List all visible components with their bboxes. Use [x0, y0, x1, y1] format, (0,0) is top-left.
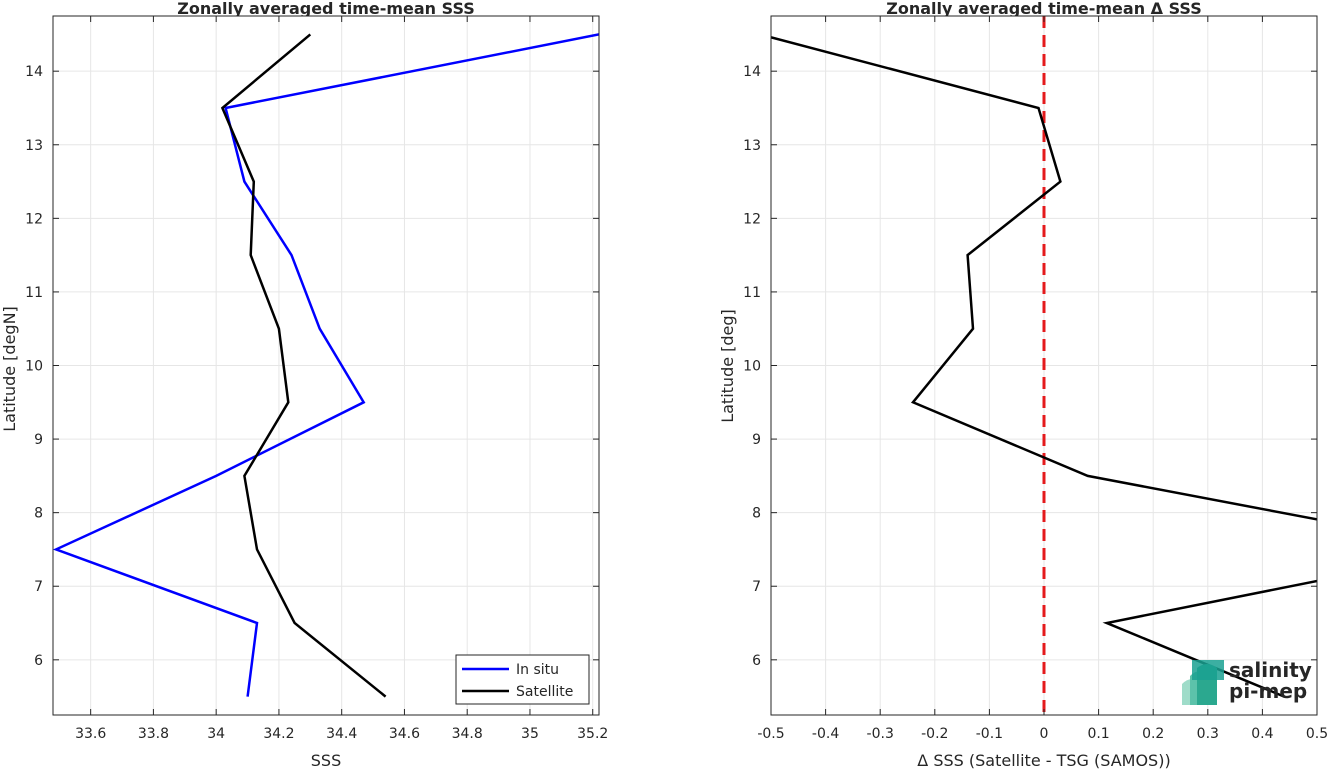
- x-tick-label: -0.1: [976, 726, 1003, 742]
- x-tick-label: 0.5: [1306, 726, 1328, 742]
- x-tick-label: 35: [521, 726, 539, 742]
- series-line-in-situ: [53, 33, 599, 697]
- left-chart-title: Zonally averaged time-mean SSS: [177, 0, 475, 18]
- salinity-pi-mep-logo: salinity pi-mep: [1182, 658, 1312, 705]
- x-tick-label: 0.4: [1251, 726, 1273, 742]
- right-x-axis-label: Δ SSS (Satellite - TSG (SAMOS)): [917, 751, 1170, 769]
- y-tick-label: 7: [34, 579, 43, 595]
- logo-wave-icon: [1182, 660, 1224, 705]
- y-tick-label: 8: [34, 506, 43, 522]
- y-tick-label: 8: [752, 506, 761, 522]
- left-y-axis-label: Latitude [degN]: [0, 306, 19, 432]
- y-tick-label: 10: [25, 359, 43, 375]
- y-tick-label: 12: [743, 211, 761, 227]
- y-tick-label: 9: [752, 432, 761, 448]
- x-tick-label: 0.1: [1087, 726, 1109, 742]
- logo-text-pi-mep: pi-mep: [1229, 679, 1307, 703]
- x-tick-label: -0.5: [757, 726, 784, 742]
- x-tick-label: 35.2: [577, 726, 608, 742]
- y-tick-label: 12: [25, 211, 43, 227]
- legend: In situ Satellite: [455, 654, 590, 705]
- x-tick-label: 0: [1040, 726, 1049, 742]
- x-tick-label: 33.8: [138, 726, 169, 742]
- series-line-satellite: [220, 33, 387, 698]
- x-tick-label: 34.8: [452, 726, 483, 742]
- y-tick-label: 7: [752, 579, 761, 595]
- right-y-axis-label: Latitude [deg]: [718, 309, 737, 423]
- legend-label-satellite: Satellite: [516, 684, 573, 700]
- left-panel: Zonally averaged time-mean SSS 33.6 33.8 3…: [0, 0, 608, 769]
- y-tick-label: 14: [743, 64, 761, 80]
- series-line-delta-sss: [771, 35, 1317, 698]
- y-tick-label: 10: [743, 359, 761, 375]
- x-tick-label: 0.2: [1142, 726, 1164, 742]
- x-tick-label: 34.6: [389, 726, 420, 742]
- x-tick-label: 34.4: [326, 726, 357, 742]
- x-tick-label: -0.3: [867, 726, 894, 742]
- x-tick-label: 0.3: [1197, 726, 1219, 742]
- left-x-axis-label: SSS: [311, 751, 341, 769]
- y-tick-label: 11: [743, 285, 761, 301]
- right-ticks: -0.5 -0.4 -0.3 -0.2 -0.1 0 0.1 0.2 0.3 0.4 0.5 6 7 8 9…: [743, 16, 1328, 742]
- x-tick-label: 34.2: [263, 726, 294, 742]
- y-tick-label: 6: [752, 653, 761, 669]
- y-tick-label: 13: [25, 138, 43, 154]
- legend-label-in-situ: In situ: [516, 662, 559, 678]
- left-ticks: 33.6 33.8 34 34.2 34.4 34.6 34.8 35 35.2 6 7 8 9 10 11…: [25, 16, 608, 742]
- right-panel: Zonally averaged time-mean Δ SSS -0.5 -0.…: [718, 0, 1328, 769]
- x-tick-label: -0.4: [812, 726, 839, 742]
- x-tick-label: 33.6: [75, 726, 106, 742]
- right-chart-title: Zonally averaged time-mean Δ SSS: [886, 0, 1202, 18]
- y-tick-label: 9: [34, 432, 43, 448]
- y-tick-label: 14: [25, 64, 43, 80]
- left-series-layer: [53, 33, 599, 698]
- y-tick-label: 11: [25, 285, 43, 301]
- y-tick-label: 13: [743, 138, 761, 154]
- x-tick-label: 34: [207, 726, 225, 742]
- legend-box: [455, 654, 590, 705]
- y-tick-label: 6: [34, 653, 43, 669]
- logo-text-salinity: salinity: [1229, 658, 1312, 682]
- right-series-layer: [771, 16, 1317, 715]
- x-tick-label: -0.2: [921, 726, 948, 742]
